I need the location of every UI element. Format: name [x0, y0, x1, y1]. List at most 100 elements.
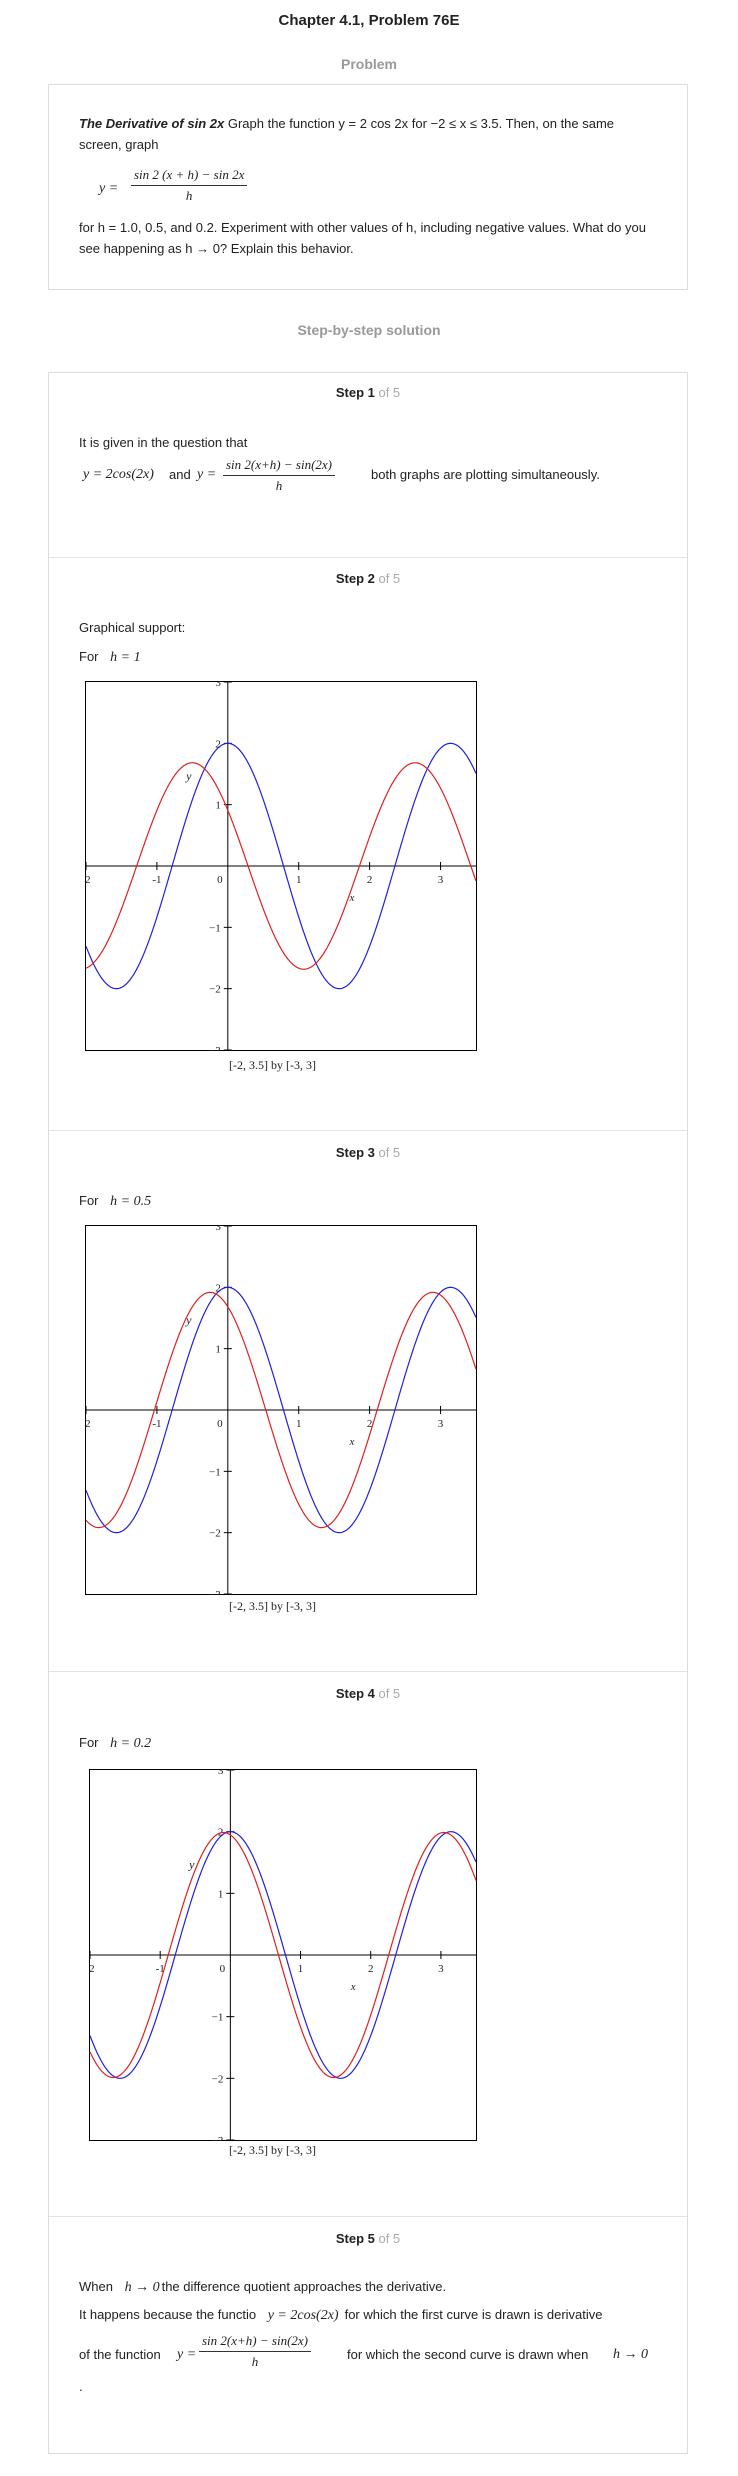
x-tick-label: -1 — [152, 874, 161, 886]
problem-bold-title: The Derivative of sin 2x — [79, 116, 225, 131]
x-axis-label: x — [348, 892, 354, 904]
x-tick-label: 0 — [217, 874, 223, 886]
formula-denominator: h — [185, 188, 193, 203]
problem-text-2: for h = 1.0, 0.5, and 0.2. Experiment wi… — [79, 220, 646, 256]
y-axis-label: y — [185, 769, 192, 783]
step-1-title: Step 1 of 5 — [49, 385, 687, 400]
step-3-for: For h = 0.5 — [79, 1193, 151, 1210]
step-5-line-3: of the function y = sin 2(x+h) − sin(2x)… — [79, 2331, 679, 2375]
step-1-eq2-fraction: sin 2(x+h) − sin(2x) h — [223, 457, 335, 494]
step-4-title: Step 4 of 5 — [49, 1686, 687, 1701]
step-1-eq2-lhs: y = — [197, 467, 217, 482]
x-tick-label: 2 — [367, 874, 373, 886]
step-4-for-label: For — [79, 1735, 99, 1750]
series-line-2cos2x — [89, 1831, 477, 2079]
problem-statement: The Derivative of sin 2x Graph the funct… — [79, 113, 659, 155]
y-axis-label: y — [185, 1313, 192, 1327]
problem-text-1: Graph the function y = 2 cos 2x for −2 ≤… — [79, 116, 615, 152]
y-tick-label: 3 — [218, 1769, 224, 1777]
step-1-eq2-den: h — [275, 478, 283, 493]
chart-h-1: -2 -1 0 1 2 3 3 2 1 −1 −2 −3 x y — [85, 681, 477, 1051]
y-axis-label: y — [188, 1858, 195, 1872]
step-5-line-4: . — [79, 2379, 83, 2394]
x-tick-label: -2 — [89, 1963, 95, 1975]
step-2-h-value: h = 1 — [110, 650, 141, 665]
x-tick-label: -2 — [85, 874, 91, 886]
step-3-h-value: h = 0.5 — [110, 1194, 152, 1209]
step-3-for-label: For — [79, 1193, 99, 1208]
step-5-line-3-b: for which the second curve is drawn when — [347, 2347, 589, 2362]
step-2-num: Step 2 — [335, 571, 375, 586]
step-3-num: Step 3 — [335, 1145, 375, 1160]
x-tick-label: 0 — [220, 1963, 226, 1975]
y-tick-label: 1 — [218, 1888, 224, 1900]
step-3-title: Step 3 of 5 — [49, 1145, 687, 1160]
step-5-line-3-den: h — [251, 2354, 259, 2369]
y-tick-label: −3 — [209, 1045, 221, 1051]
step-5-line-2: It happens because the functio y = 2cos(… — [79, 2307, 603, 2324]
step-2-for: For h = 1 — [79, 649, 141, 666]
x-tick-label: -1 — [152, 1418, 161, 1430]
step-3-of: of 5 — [374, 1145, 401, 1160]
step-4-h-value: h = 0.2 — [110, 1736, 152, 1751]
chart-caption-h-0-2: [-2, 3.5] by [-3, 3] — [229, 2143, 316, 2157]
y-tick-label: 2 — [215, 1282, 221, 1294]
step-5-line-3-math: h → 0 — [613, 2347, 648, 2362]
y-tick-label: 3 — [215, 1225, 221, 1233]
step-5-of: of 5 — [374, 2231, 401, 2246]
x-tick-label: 3 — [438, 1963, 444, 1975]
step-divider — [49, 1130, 687, 1131]
formula-fraction: sin 2 (x + h) − sin 2x h — [131, 167, 248, 204]
page-title: Chapter 4.1, Problem 76E — [278, 12, 460, 29]
x-tick-label: -2 — [85, 1418, 91, 1430]
series-line-2cos2x — [85, 742, 477, 990]
step-5-line-1-b: the difference quotient approaches the d… — [161, 2279, 447, 2294]
step-4-for: For h = 0.2 — [79, 1735, 151, 1752]
step-5-line-3-num: sin 2(x+h) − sin(2x) — [199, 2333, 311, 2352]
step-1-equations: y = 2cos(2x) and y = sin 2(x+h) − sin(2x… — [79, 457, 679, 499]
step-5-line-2-math: y = 2cos(2x) — [267, 2308, 339, 2323]
series-line-difference-quotient — [85, 762, 477, 970]
y-tick-label: 1 — [215, 800, 221, 812]
x-axis-label: x — [348, 1436, 354, 1448]
step-1-of: of 5 — [374, 385, 401, 400]
step-1-eq2-num: sin 2(x+h) − sin(2x) — [223, 457, 335, 476]
x-axis-label: x — [350, 1981, 356, 1993]
step-5-title: Step 5 of 5 — [49, 2231, 687, 2246]
step-4-of: of 5 — [374, 1686, 401, 1701]
y-tick-label: −2 — [209, 1528, 221, 1540]
step-5-line-3-a: of the function — [79, 2347, 161, 2362]
solution-box: Step 1 of 5 It is given in the question … — [48, 372, 688, 2454]
step-1-tail: both graphs are plotting simultaneously. — [371, 467, 600, 482]
y-tick-label: −2 — [212, 2073, 224, 2085]
x-tick-label: 3 — [438, 1418, 444, 1430]
y-tick-label: −3 — [209, 1589, 221, 1595]
problem-box: The Derivative of sin 2x Graph the funct… — [48, 84, 688, 290]
step-2-for-label: For — [79, 649, 99, 664]
step-1-num: Step 1 — [335, 385, 375, 400]
y-tick-label: −3 — [212, 2135, 224, 2141]
x-tick-label: 1 — [296, 1418, 302, 1430]
problem-heading: Problem — [340, 56, 397, 72]
step-5-line-2-a: It happens because the functio — [79, 2307, 257, 2322]
series-line-difference-quotient — [85, 1291, 477, 1529]
step-1-and: and — [169, 467, 191, 482]
chart-h-0-5: -2 -1 0 1 2 3 3 2 1 −1 −2 −3 x y — [85, 1225, 477, 1595]
step-5-line-3-lhs: y = — [177, 2347, 197, 2362]
y-tick-label: −2 — [209, 984, 221, 996]
step-5-line-1-a: When — [79, 2279, 113, 2294]
x-tick-label: 2 — [367, 1418, 373, 1430]
series-line-difference-quotient — [89, 1831, 477, 2079]
step-1-eq1: y = 2cos(2x) — [83, 467, 154, 482]
step-divider — [49, 557, 687, 558]
step-divider — [49, 1671, 687, 1672]
x-tick-label: 1 — [296, 874, 302, 886]
step-2-title: Step 2 of 5 — [49, 571, 687, 586]
x-tick-label: -1 — [156, 1963, 165, 1975]
series-line-2cos2x — [85, 1286, 477, 1534]
step-5-line-2-b: for which the first curve is drawn is de… — [344, 2307, 603, 2322]
y-tick-label: 1 — [215, 1344, 221, 1356]
chart-caption-h-0-5: [-2, 3.5] by [-3, 3] — [229, 1599, 316, 1613]
y-tick-label: 2 — [215, 738, 221, 750]
